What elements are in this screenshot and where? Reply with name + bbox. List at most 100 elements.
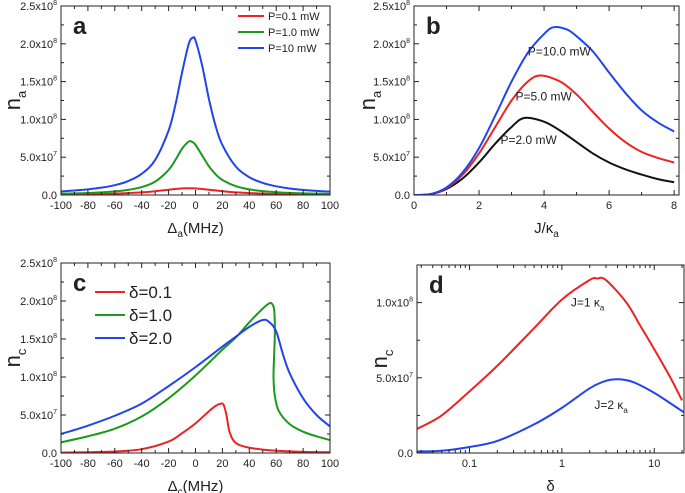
y-tick-label: 1.5x108 [20,76,57,89]
series-line-0 [417,276,683,430]
y-tick-mantissa: 1.0x10 [20,114,53,126]
x-label-main: Δ [167,220,177,237]
y-tick-exponent: 8 [406,76,410,83]
x-tick-label: 10 [648,458,660,470]
series-line-1 [61,140,330,195]
x-tick-label: 100 [321,458,339,470]
y-tick-mantissa: 5.0x10 [376,373,409,385]
y-tick-mantissa: 5.0x10 [373,152,406,164]
y-tick-label: 2.5x108 [373,0,410,13]
y-tick-label: 1.5x108 [20,333,57,346]
y-tick-exponent: 8 [406,0,410,7]
x-tick-label: 1 [559,458,565,470]
panel-b: 0 2 4 6 80.05.0x1071.0x1081.5x1082.0x1082.5x… [355,0,680,240]
legend-label: P=0.1 mW [268,11,320,23]
x-tick-label: 0 [411,200,417,212]
y-tick-label: 5.0x107 [376,372,413,385]
y-tick-mantissa: 1.5x10 [20,77,53,89]
y-tick-exponent: 7 [406,151,410,158]
y-tick-exponent: 8 [53,257,57,264]
y-tick-mantissa: 2.0x10 [373,39,406,51]
panel-letter: c [73,270,86,297]
x-tick-label: 6 [606,200,612,212]
legend-label: P=10 mW [268,43,317,55]
x-label-sub: a [177,229,183,240]
x-tick-label: -40 [134,458,150,470]
x-label-rest: (MHz) [183,478,224,493]
x-label-sub: c [178,487,183,493]
y-tick-label: 2.5x108 [20,0,57,13]
y-tick-mantissa: 2.5x10 [20,258,53,270]
series-line-1 [417,378,684,453]
annotation-label: P=10.0 mW [528,44,592,58]
x-tick-label: 40 [243,458,255,470]
y-label-sub: c [381,349,396,356]
y-tick-mantissa: 0.0 [42,190,57,202]
legend: δ=0.1 δ=1.0 δ=2.0 [95,283,172,348]
x-label-main: δ [546,478,554,493]
y-tick-label: 5.0x107 [373,151,410,164]
y-tick-mantissa: 1.0x10 [376,298,409,310]
y-tick-exponent: 8 [409,297,413,304]
y-tick-exponent: 7 [409,372,413,379]
y-tick-mantissa: 0.0 [42,448,57,460]
x-axis-label: Δa(MHz) [167,220,223,240]
x-tick-label: 80 [297,200,309,212]
y-tick-exponent: 8 [53,333,57,340]
x-tick-label: 20 [216,458,228,470]
x-tick-label: 0 [192,200,198,212]
annotation-text: P=10.0 mW [528,44,592,58]
y-label-sub: a [14,90,29,98]
x-label-main: J/κ [534,220,554,237]
series-line-1 [61,301,330,444]
panel-letter: d [429,272,444,299]
y-tick-label: 2.0x108 [20,38,57,51]
y-tick-exponent: 8 [53,38,57,45]
plot-frame [416,264,685,454]
annotation-text: J=1 κ [571,296,601,310]
x-label-rest: (MHz) [183,220,224,237]
x-tick-label: -20 [161,200,177,212]
x-tick-label: 2 [476,200,482,212]
annotation-text: J=2 κ [594,398,624,412]
y-tick-label: 0.0 [42,448,57,460]
x-tick-label: 60 [270,458,282,470]
y-label-main: n [0,98,25,110]
x-axis-label: J/κa [534,220,559,240]
y-tick-mantissa: 1.5x10 [373,77,406,89]
y-axis-label: na [0,90,29,110]
legend-label: δ=0.1 [129,283,172,302]
y-axis-label: nc [367,349,396,368]
x-tick-label: -40 [134,200,150,212]
y-tick-label: 0.0 [42,190,57,202]
y-tick-exponent: 8 [406,113,410,120]
legend-label: δ=1.0 [129,306,172,325]
x-tick-label: -80 [80,458,96,470]
panel-a: -100 -80 -60 -40 -20 0 20 40 60 80 100 0.0 5.0x107 1.… [0,0,339,240]
y-tick-label: 1.0x108 [376,297,413,310]
y-tick-label: 1.0x108 [373,113,410,126]
y-tick-exponent: 8 [53,76,57,83]
x-tick-label: -80 [80,200,96,212]
x-axis-label: δ [546,478,554,493]
y-tick-label: 2.0x108 [373,38,410,51]
x-tick-label: 8 [671,200,677,212]
x-tick-label: 20 [216,200,228,212]
y-tick-exponent: 8 [53,0,57,7]
y-tick-mantissa: 1.0x10 [20,372,53,384]
x-tick-label: -20 [161,458,177,470]
y-label-main: n [355,98,380,110]
panel-c: -100 -80 -60 -40 -20 0 20 40 60 80 100 0.0 5.0x107 1.… [0,257,339,493]
y-tick-exponent: 8 [406,38,410,45]
x-axis-label: Δc(MHz) [168,478,224,493]
y-tick-mantissa: 1.0x10 [373,114,406,126]
y-tick-exponent: 7 [53,409,57,416]
series-line-2 [61,36,330,193]
y-tick-label: 1.5x108 [373,76,410,89]
y-tick-label: 0.0 [398,448,413,460]
series-line-0 [61,187,330,195]
y-tick-mantissa: 2.5x10 [20,1,53,13]
x-tick-label: 100 [321,200,339,212]
